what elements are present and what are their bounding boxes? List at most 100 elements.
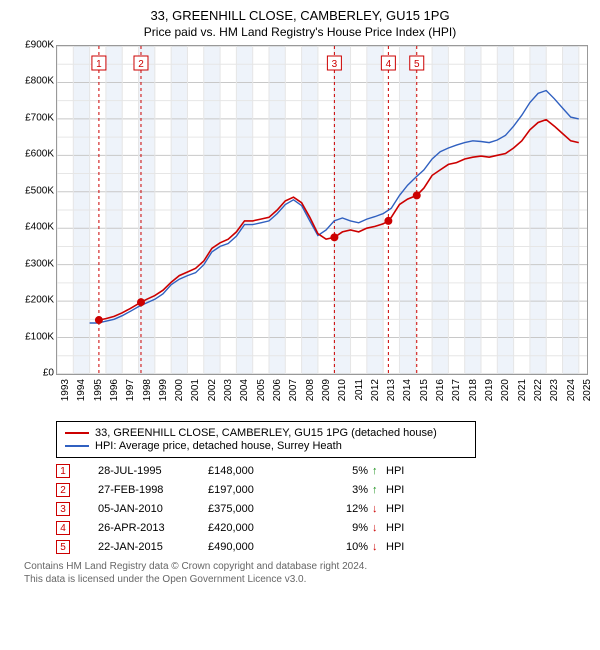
y-tick-label: £700K: [25, 112, 54, 123]
transaction-price: £490,000: [208, 541, 318, 553]
transaction-pct: 3%: [318, 484, 368, 496]
x-tick-label: 2008: [305, 379, 316, 401]
x-tick-label: 1999: [158, 379, 169, 401]
y-tick-label: £800K: [25, 76, 54, 87]
footer: Contains HM Land Registry data © Crown c…: [24, 560, 588, 586]
transaction-price: £420,000: [208, 522, 318, 534]
x-tick-label: 2017: [451, 379, 462, 401]
transaction-date: 26-APR-2013: [98, 522, 208, 534]
x-tick-label: 2009: [321, 379, 332, 401]
svg-text:4: 4: [386, 59, 392, 70]
transaction-price: £148,000: [208, 465, 318, 477]
transaction-price: £375,000: [208, 503, 318, 515]
x-tick-label: 2012: [370, 379, 381, 401]
x-tick-label: 2010: [337, 379, 348, 401]
x-tick-label: 2005: [256, 379, 267, 401]
transaction-number: 2: [56, 483, 70, 497]
x-tick-label: 2022: [533, 379, 544, 401]
y-axis: £0£100K£200K£300K£400K£500K£600K£700K£80…: [12, 45, 56, 375]
x-tick-label: 2001: [190, 379, 201, 401]
transaction-row: 3 05-JAN-2010£375,00012% ↓HPI: [56, 502, 588, 516]
x-tick-label: 2024: [566, 379, 577, 401]
transaction-pct: 12%: [318, 503, 368, 515]
chart-area: £0 £100K £200K £300K £400K £500K £600K £700K £80…: [12, 45, 588, 415]
transaction-pct: 10%: [318, 541, 368, 553]
transaction-date: 28-JUL-1995: [98, 465, 208, 477]
svg-text:1: 1: [96, 59, 102, 70]
x-tick-label: 2019: [484, 379, 495, 401]
transaction-hpi-label: HPI: [386, 503, 416, 515]
y-tick-label: £0: [43, 368, 54, 379]
y-tick-label: £600K: [25, 149, 54, 160]
svg-text:5: 5: [414, 59, 420, 70]
y-tick-label: £500K: [25, 185, 54, 196]
x-tick-label: 2004: [239, 379, 250, 401]
legend-item: HPI: Average price, detached house, Surr…: [65, 440, 467, 452]
y-tick-label: £900K: [25, 40, 54, 51]
trend-arrow-icon: ↑: [372, 465, 386, 477]
x-tick-label: 2020: [500, 379, 511, 401]
transaction-date: 22-JAN-2015: [98, 541, 208, 553]
y-tick-label: £100K: [25, 331, 54, 342]
x-tick-label: 2002: [207, 379, 218, 401]
transaction-hpi-label: HPI: [386, 465, 416, 477]
transaction-pct: 9%: [318, 522, 368, 534]
legend-label: 33, GREENHILL CLOSE, CAMBERLEY, GU15 1PG…: [95, 427, 437, 439]
x-tick-label: 2007: [288, 379, 299, 401]
legend-label: HPI: Average price, detached house, Surr…: [95, 440, 342, 452]
x-tick-label: 2014: [402, 379, 413, 401]
footer-line: This data is licensed under the Open Gov…: [24, 573, 588, 586]
legend: 33, GREENHILL CLOSE, CAMBERLEY, GU15 1PG…: [56, 421, 476, 458]
x-tick-label: 2013: [386, 379, 397, 401]
transaction-row: 4 26-APR-2013£420,0009% ↓HPI: [56, 521, 588, 535]
x-tick-label: 2015: [419, 379, 430, 401]
footer-line: Contains HM Land Registry data © Crown c…: [24, 560, 588, 573]
y-tick-label: £200K: [25, 295, 54, 306]
chart-container: 33, GREENHILL CLOSE, CAMBERLEY, GU15 1PG…: [0, 0, 600, 594]
chart-subtitle: Price paid vs. HM Land Registry's House …: [12, 25, 588, 39]
plot-area: 1 2 3 4 5: [56, 45, 588, 375]
transaction-hpi-label: HPI: [386, 522, 416, 534]
y-tick-label: £400K: [25, 222, 54, 233]
legend-swatch: [65, 432, 89, 434]
x-tick-label: 2018: [468, 379, 479, 401]
x-axis: 1993 1994 1995 1996 1997 1998 1999 2000 2001 2002…: [56, 377, 588, 415]
transaction-number: 1: [56, 464, 70, 478]
trend-arrow-icon: ↑: [372, 484, 386, 496]
x-tick-label: 1997: [125, 379, 136, 401]
x-tick-label: 2011: [354, 379, 365, 401]
svg-text:3: 3: [332, 59, 338, 70]
x-tick-label: 1995: [93, 379, 104, 401]
transaction-hpi-label: HPI: [386, 484, 416, 496]
y-tick-label: £300K: [25, 258, 54, 269]
legend-swatch: [65, 445, 89, 447]
x-tick-label: 1998: [142, 379, 153, 401]
trend-arrow-icon: ↓: [372, 541, 386, 553]
trend-arrow-icon: ↓: [372, 503, 386, 515]
x-tick-label: 2006: [272, 379, 283, 401]
legend-item: 33, GREENHILL CLOSE, CAMBERLEY, GU15 1PG…: [65, 427, 467, 439]
chart-title: 33, GREENHILL CLOSE, CAMBERLEY, GU15 1PG: [12, 8, 588, 23]
trend-arrow-icon: ↓: [372, 522, 386, 534]
x-tick-label: 1996: [109, 379, 120, 401]
transaction-pct: 5%: [318, 465, 368, 477]
x-tick-label: 2003: [223, 379, 234, 401]
transaction-row: 522-JAN-2015£490,00010%↓HPI: [56, 540, 588, 554]
transaction-hpi-label: HPI: [386, 541, 416, 553]
transaction-price: £197,000: [208, 484, 318, 496]
x-tick-label: 2021: [517, 379, 528, 401]
svg-text:2: 2: [138, 59, 144, 70]
transaction-row: 2 27-FEB-1998£197,0003% ↑HPI: [56, 483, 588, 497]
x-tick-label: 2000: [174, 379, 185, 401]
transaction-number: 4: [56, 521, 70, 535]
x-tick-label: 2016: [435, 379, 446, 401]
x-tick-label: 2023: [549, 379, 560, 401]
x-tick-label: 2025: [582, 379, 593, 401]
x-tick-label: 1994: [76, 379, 87, 401]
transaction-number: 3: [56, 502, 70, 516]
x-tick-label: 1993: [60, 379, 71, 401]
transaction-row: 1 28-JUL-1995£148,0005% ↑HPI: [56, 464, 588, 478]
transaction-date: 27-FEB-1998: [98, 484, 208, 496]
transaction-table: 128-JUL-1995£148,0005%↑HPI227-FEB-1998£1…: [56, 464, 588, 554]
transaction-date: 05-JAN-2010: [98, 503, 208, 515]
